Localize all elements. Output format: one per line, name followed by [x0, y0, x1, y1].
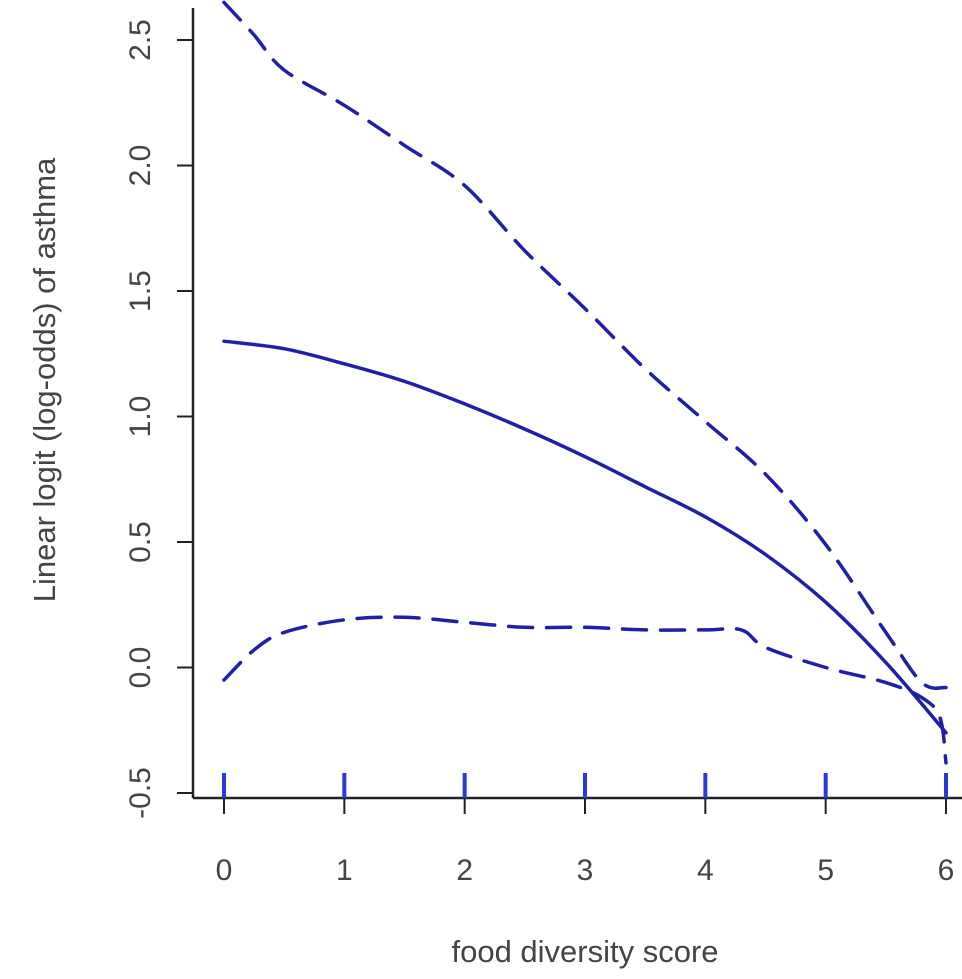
fitted-logit-line: [222, 339, 948, 735]
y-tick-label: 2.5: [124, 19, 157, 61]
x-tick-label: 3: [577, 854, 594, 887]
upper-confidence-band-line: [222, 0, 948, 690]
x-tick-label: 6: [938, 854, 955, 887]
x-tick-label: 2: [456, 854, 473, 887]
y-tick-label: 0.5: [124, 521, 157, 563]
y-tick-label: 1.5: [124, 270, 157, 312]
x-tick-label: 0: [216, 854, 233, 887]
x-tick-label: 5: [817, 854, 834, 887]
lower-confidence-band-line: [222, 615, 948, 765]
y-axis-label: Linear logit (log-odds) of asthma: [27, 157, 62, 602]
x-axis-label: food diversity score: [451, 934, 718, 969]
rug-marks: [222, 773, 948, 798]
y-tick-label: 1.0: [124, 396, 157, 438]
x-tick-label: 4: [697, 854, 714, 887]
x-tick-label: 1: [336, 854, 353, 887]
y-tick-label: -0.5: [124, 767, 157, 819]
y-tick-label: 2.0: [124, 145, 157, 187]
series-group: [222, 0, 948, 765]
y-tick-label: 0.0: [124, 647, 157, 689]
axes: -0.5 0.0 0.5 1.0 1.5 2.0 2.5 0 1 2 3 4 5 6: [124, 8, 962, 887]
